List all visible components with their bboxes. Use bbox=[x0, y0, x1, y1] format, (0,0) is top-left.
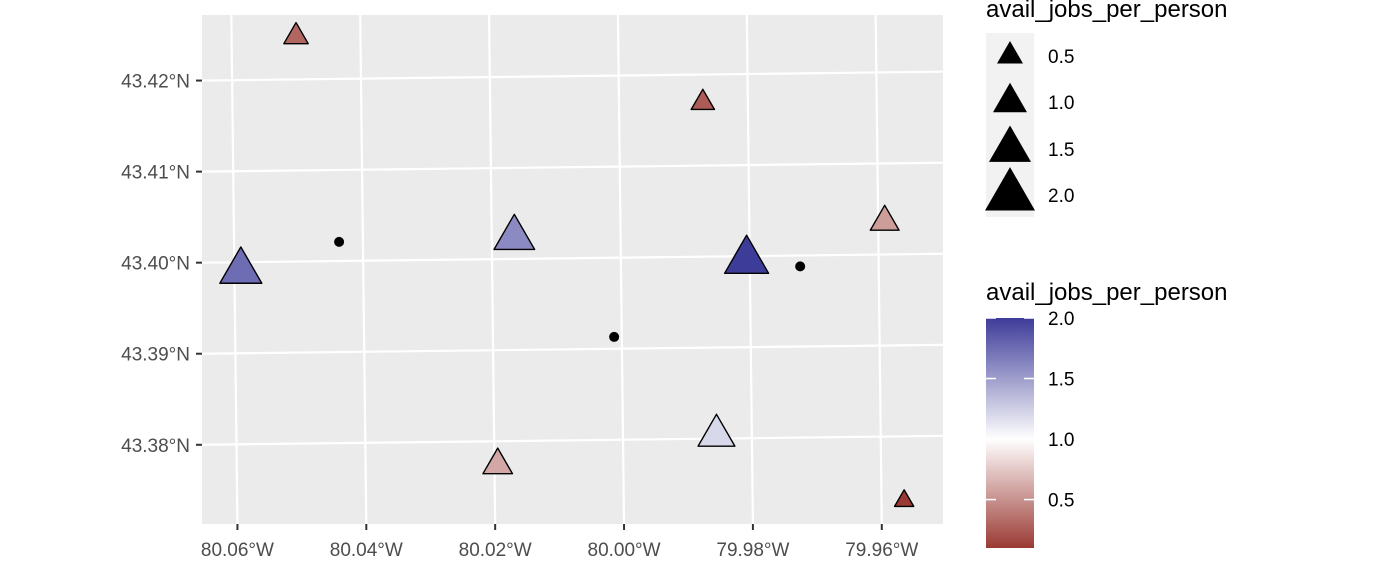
colorbar-tick-label: 1.0 bbox=[1048, 430, 1074, 451]
point-markers bbox=[334, 236, 806, 342]
graticule-parallel bbox=[201, 343, 944, 355]
triangle-marker bbox=[893, 489, 915, 508]
size-legend-label: 1.5 bbox=[1048, 140, 1074, 161]
size-legend-key bbox=[997, 41, 1023, 64]
x-tick-label: 80.00°W bbox=[588, 540, 661, 561]
size-legend: avail_jobs_per_person 0.5 1.0 1.5 2.0 bbox=[985, 0, 1228, 217]
size-legend-key bbox=[993, 82, 1027, 113]
size-legend-title: avail_jobs_per_person bbox=[986, 0, 1228, 23]
point-marker bbox=[795, 261, 806, 272]
size-legend-key bbox=[989, 125, 1031, 162]
colorbar-tick-label: 2.0 bbox=[1048, 309, 1074, 330]
triangle-marker bbox=[723, 234, 770, 275]
size-legend-label: 1.0 bbox=[1048, 93, 1074, 114]
triangle-markers bbox=[219, 21, 915, 508]
x-tick-label: 79.98°W bbox=[716, 540, 789, 561]
colorbar-tick-label: 1.5 bbox=[1048, 370, 1074, 391]
x-tick-label: 79.96°W bbox=[845, 540, 918, 561]
x-axis: 80.06°W 80.04°W 80.02°W 80.00°W 79.98°W 79.96… bbox=[201, 524, 918, 561]
x-tick-label: 80.06°W bbox=[201, 540, 274, 561]
graticule-meridian bbox=[487, 14, 497, 525]
colorbar-tick-label: 0.5 bbox=[1048, 491, 1074, 512]
y-tick-label: 43.39°N bbox=[121, 345, 190, 366]
triangle-marker bbox=[869, 204, 900, 231]
y-tick-label: 43.38°N bbox=[121, 436, 190, 457]
triangle-marker bbox=[690, 88, 716, 111]
graticule-parallel bbox=[201, 70, 944, 82]
triangle-marker bbox=[219, 246, 263, 284]
x-tick-label: 80.04°W bbox=[330, 540, 403, 561]
graticule-meridian bbox=[874, 14, 883, 525]
graticule-meridian bbox=[359, 14, 368, 525]
triangle-marker bbox=[697, 413, 736, 447]
graticule-parallel bbox=[201, 434, 944, 446]
colorbar bbox=[986, 318, 1034, 548]
graticule-parallel bbox=[201, 161, 944, 173]
y-tick-label: 43.42°N bbox=[121, 72, 190, 93]
triangle-marker bbox=[283, 21, 309, 45]
triangle-marker bbox=[482, 447, 514, 475]
y-tick-label: 43.40°N bbox=[121, 254, 190, 275]
triangle-marker bbox=[493, 213, 536, 251]
plot-panel bbox=[202, 15, 943, 524]
x-tick-label: 80.02°W bbox=[459, 540, 532, 561]
color-legend-title: avail_jobs_per_person bbox=[986, 279, 1228, 306]
y-tick-label: 43.41°N bbox=[121, 163, 190, 184]
size-legend-label: 0.5 bbox=[1048, 47, 1074, 68]
graticule-parallel bbox=[201, 252, 944, 264]
y-axis: 43.38°N 43.39°N 43.40°N 43.41°N 43.42°N bbox=[121, 72, 202, 457]
point-marker bbox=[609, 331, 620, 342]
size-legend-label: 2.0 bbox=[1048, 186, 1074, 207]
point-marker bbox=[334, 236, 345, 247]
size-legend-key bbox=[985, 167, 1035, 211]
color-legend: avail_jobs_per_person 0.5 1.0 1.5 2.0 bbox=[986, 279, 1228, 548]
